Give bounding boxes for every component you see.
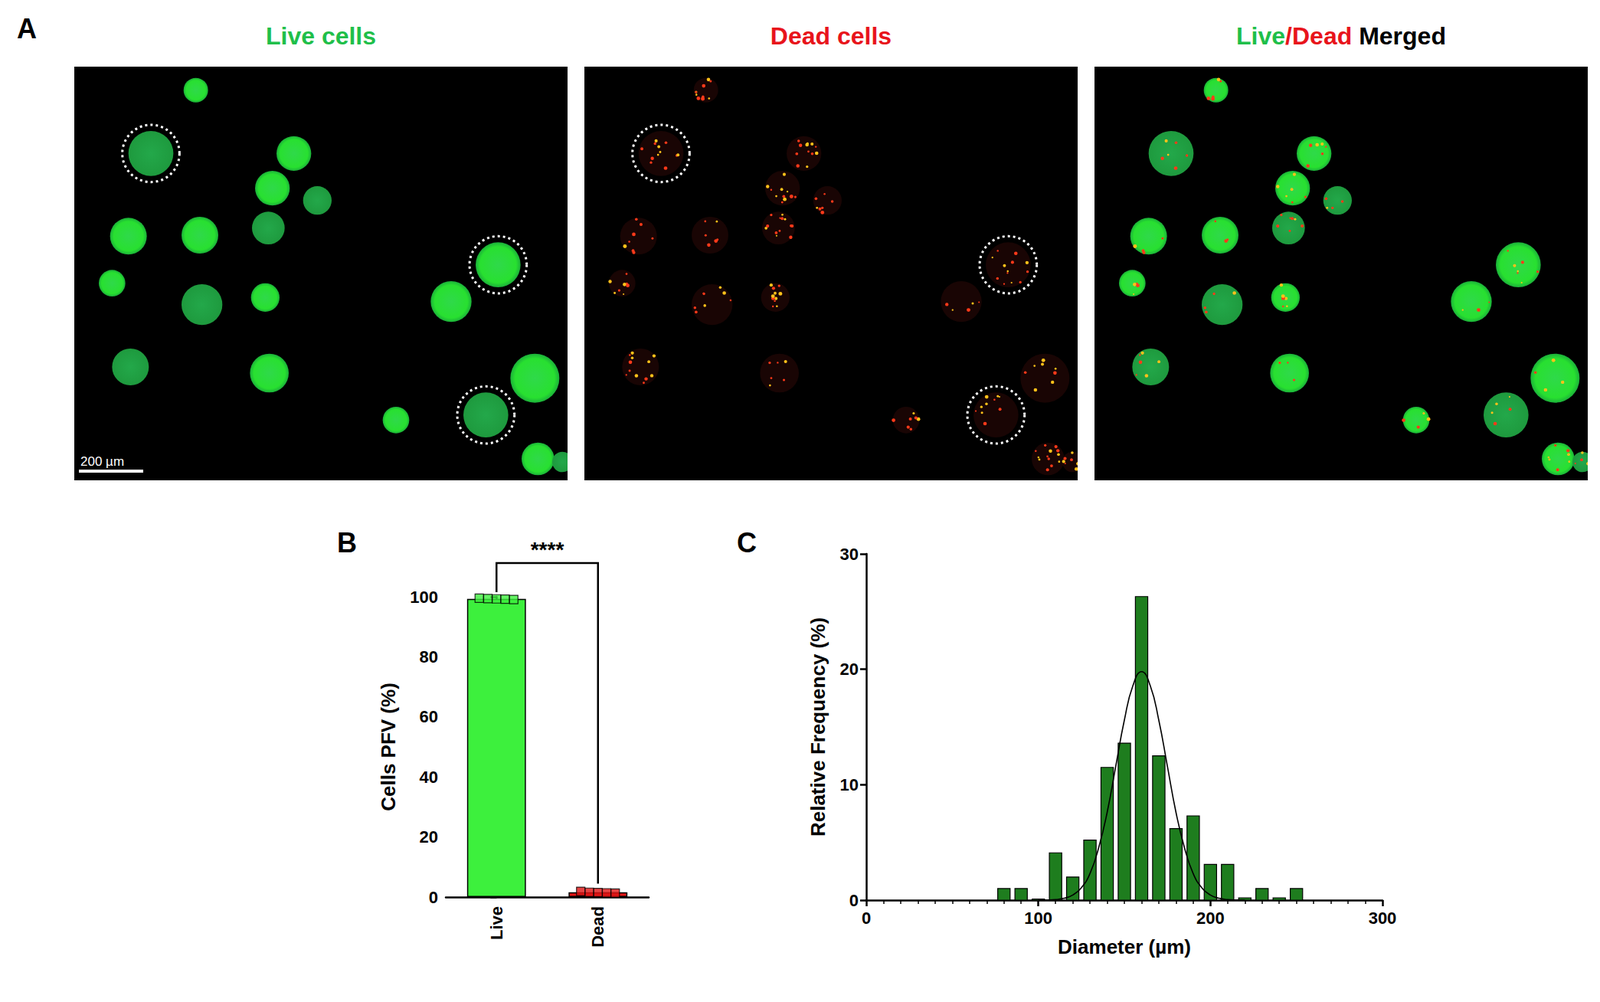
svg-text:60: 60 <box>419 706 439 727</box>
svg-text:300: 300 <box>1368 908 1398 928</box>
svg-text:****: **** <box>530 537 565 562</box>
svg-text:Cells PFV (%): Cells PFV (%) <box>376 682 400 812</box>
svg-text:Dead cells: Dead cells <box>770 22 892 50</box>
svg-text:Live: Live <box>487 906 507 940</box>
svg-text:40: 40 <box>419 767 439 787</box>
svg-text:0: 0 <box>428 887 439 907</box>
svg-text:200: 200 <box>1196 908 1225 928</box>
svg-text:20: 20 <box>840 659 859 679</box>
svg-text:Diameter (µm): Diameter (µm) <box>1057 935 1192 959</box>
svg-text:0: 0 <box>849 890 859 910</box>
svg-text:0: 0 <box>861 908 871 928</box>
svg-text:Live/Dead Merged: Live/Dead Merged <box>1236 22 1447 50</box>
svg-text:80: 80 <box>419 647 439 667</box>
svg-text:100: 100 <box>409 587 439 607</box>
svg-text:C: C <box>736 526 757 559</box>
svg-text:100: 100 <box>1024 908 1053 928</box>
svg-text:Relative Frequency (%): Relative Frequency (%) <box>806 617 830 837</box>
svg-text:20: 20 <box>419 827 439 847</box>
svg-text:10: 10 <box>840 775 859 795</box>
svg-text:B: B <box>337 526 357 559</box>
svg-text:Dead: Dead <box>588 906 608 948</box>
svg-text:200 µm: 200 µm <box>80 454 125 469</box>
svg-text:30: 30 <box>840 544 859 564</box>
svg-text:A: A <box>16 13 37 45</box>
svg-text:Live cells: Live cells <box>265 22 377 50</box>
